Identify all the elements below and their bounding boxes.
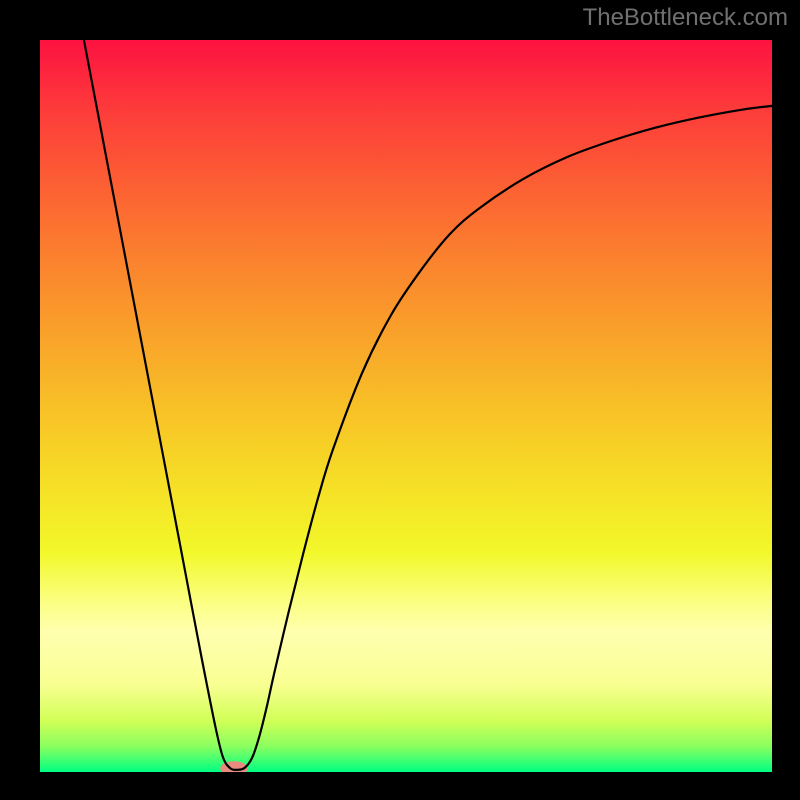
plot-background (40, 40, 772, 772)
plot-svg (40, 40, 772, 772)
watermark-text: TheBottleneck.com (583, 4, 788, 32)
figure-container: TheBottleneck.com (0, 0, 800, 800)
